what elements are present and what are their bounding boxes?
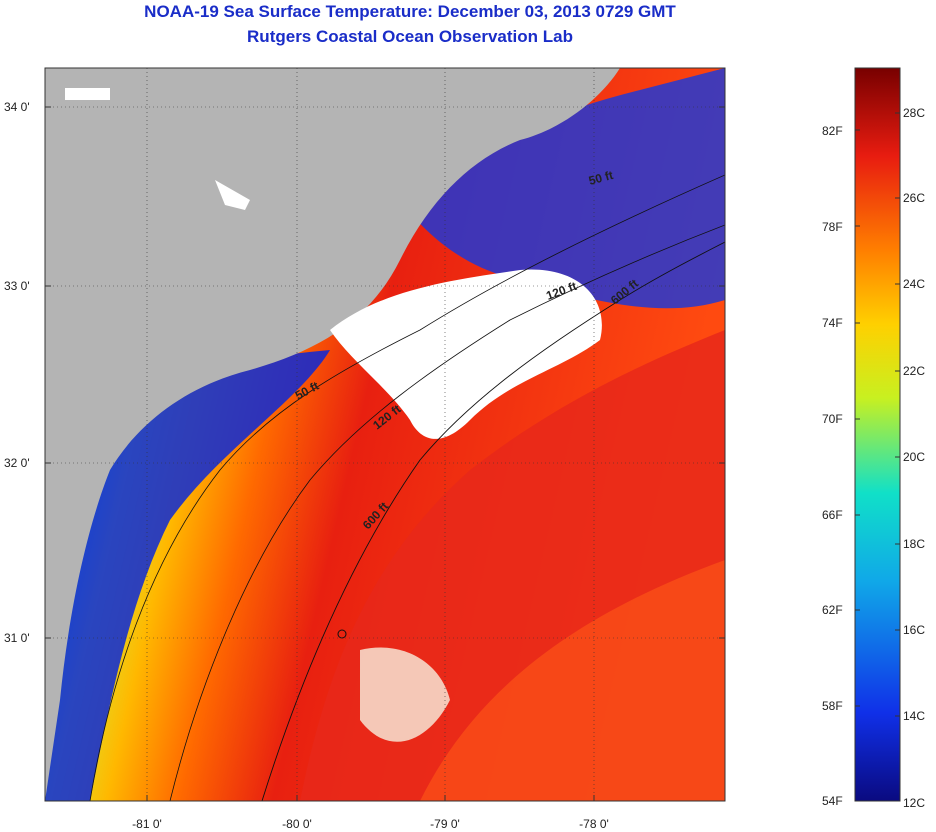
colorbar-c-label: 28C: [903, 106, 926, 120]
colorbar-f-label: 54F: [822, 794, 843, 808]
colorbar-f-label: 70F: [822, 412, 843, 426]
colorbar-c-label: 12C: [903, 796, 926, 810]
isobath-label: 50 ft: [587, 168, 614, 188]
colorbar-f-label: 58F: [822, 699, 843, 713]
lon-label: -79 0': [430, 817, 460, 831]
colorbar-ticks: [855, 112, 900, 717]
lon-label: -78 0': [579, 817, 609, 831]
land: [45, 68, 620, 801]
lon-label: -80 0': [282, 817, 312, 831]
isobath-600ft: [261, 241, 725, 801]
nearshore-cold-water: [45, 350, 330, 801]
isobath-120ft: [169, 224, 725, 801]
axis-ticks: [45, 106, 725, 801]
colorbar-c-label: 22C: [903, 364, 926, 378]
colorbar-f-label: 62F: [822, 603, 843, 617]
map-subtitle: Rutgers Coastal Ocean Observation Lab: [247, 27, 573, 46]
colorbar-c-label: 24C: [903, 277, 926, 291]
colorbar-c-label: 26C: [903, 191, 926, 205]
lat-label: 34 0': [4, 100, 30, 114]
colorbar-f-label: 82F: [822, 124, 843, 138]
lat-label: 32 0': [4, 456, 30, 470]
map-frame: [44, 67, 726, 802]
lon-label: -81 0': [132, 817, 162, 831]
isobath-50ft: [89, 174, 725, 801]
colorbar-f-label: 78F: [822, 220, 843, 234]
colorbar-c-label: 16C: [903, 623, 926, 637]
colorbar-c-label: 18C: [903, 537, 926, 551]
colorbar-f-label: 74F: [822, 316, 843, 330]
colorbar-c-label: 14C: [903, 709, 926, 723]
map-title: NOAA-19 Sea Surface Temperature: Decembe…: [144, 2, 676, 21]
colorbar: [854, 67, 901, 802]
colorbar-c-label: 20C: [903, 450, 926, 464]
lat-label: 31 0': [4, 631, 30, 645]
lat-label: 33 0': [4, 279, 30, 293]
colorbar-f-label: 66F: [822, 508, 843, 522]
